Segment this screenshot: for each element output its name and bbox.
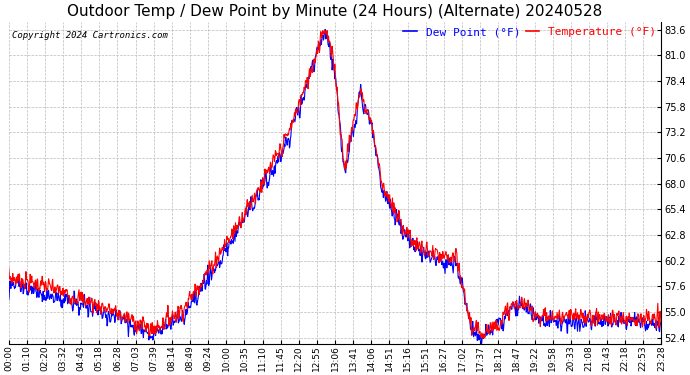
Text: Copyright 2024 Cartronics.com: Copyright 2024 Cartronics.com [12, 32, 168, 40]
Legend: Dew Point (°F), Temperature (°F): Dew Point (°F), Temperature (°F) [399, 23, 660, 42]
Title: Outdoor Temp / Dew Point by Minute (24 Hours) (Alternate) 20240528: Outdoor Temp / Dew Point by Minute (24 H… [68, 4, 602, 19]
